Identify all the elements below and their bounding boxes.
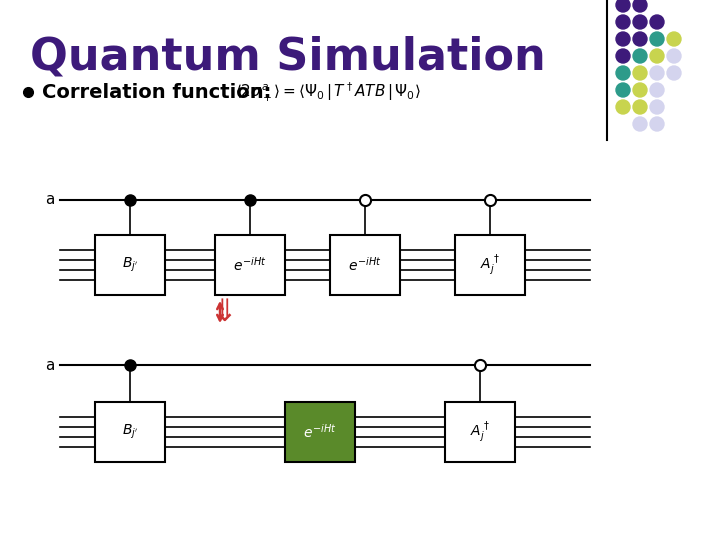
Circle shape — [633, 15, 647, 29]
Circle shape — [616, 32, 630, 46]
Circle shape — [650, 117, 664, 131]
Bar — [330, 235, 400, 295]
Text: $B_{j'}$: $B_{j'}$ — [122, 423, 138, 441]
Circle shape — [667, 49, 681, 63]
Circle shape — [616, 49, 630, 63]
Circle shape — [650, 32, 664, 46]
Text: Correlation function:: Correlation function: — [42, 83, 271, 102]
Bar — [95, 402, 165, 462]
Text: $e^{-iHt}$: $e^{-iHt}$ — [233, 256, 266, 274]
Circle shape — [633, 0, 647, 12]
Circle shape — [616, 100, 630, 114]
Bar — [455, 235, 525, 295]
Text: $\langle 2\sigma_+^a \rangle = \langle \Psi_0 \,|\, T^\dagger ATB \,|\, \Psi_0 \: $\langle 2\sigma_+^a \rangle = \langle \… — [235, 80, 420, 104]
Bar — [285, 402, 355, 462]
Circle shape — [616, 15, 630, 29]
Circle shape — [650, 83, 664, 97]
Circle shape — [650, 49, 664, 63]
Circle shape — [616, 83, 630, 97]
Circle shape — [633, 32, 647, 46]
Circle shape — [633, 83, 647, 97]
Circle shape — [650, 100, 664, 114]
Text: a: a — [45, 357, 55, 373]
Circle shape — [633, 49, 647, 63]
Text: $A_j^\dagger$: $A_j^\dagger$ — [480, 252, 500, 278]
Bar — [445, 402, 515, 462]
Circle shape — [650, 15, 664, 29]
Circle shape — [633, 117, 647, 131]
Circle shape — [667, 32, 681, 46]
Text: Quantum Simulation: Quantum Simulation — [30, 35, 546, 78]
Circle shape — [616, 0, 630, 12]
Bar — [215, 235, 285, 295]
Text: $e^{-iHt}$: $e^{-iHt}$ — [303, 423, 337, 441]
Circle shape — [633, 66, 647, 80]
Text: $B_{j'}$: $B_{j'}$ — [122, 256, 138, 274]
Text: $e^{-iHt}$: $e^{-iHt}$ — [348, 256, 382, 274]
Bar — [95, 235, 165, 295]
Text: $A_j^\dagger$: $A_j^\dagger$ — [470, 419, 490, 445]
Text: a: a — [45, 192, 55, 207]
Circle shape — [650, 66, 664, 80]
Circle shape — [667, 66, 681, 80]
Text: $\Downarrow$: $\Downarrow$ — [207, 298, 234, 327]
Circle shape — [616, 66, 630, 80]
Circle shape — [633, 100, 647, 114]
